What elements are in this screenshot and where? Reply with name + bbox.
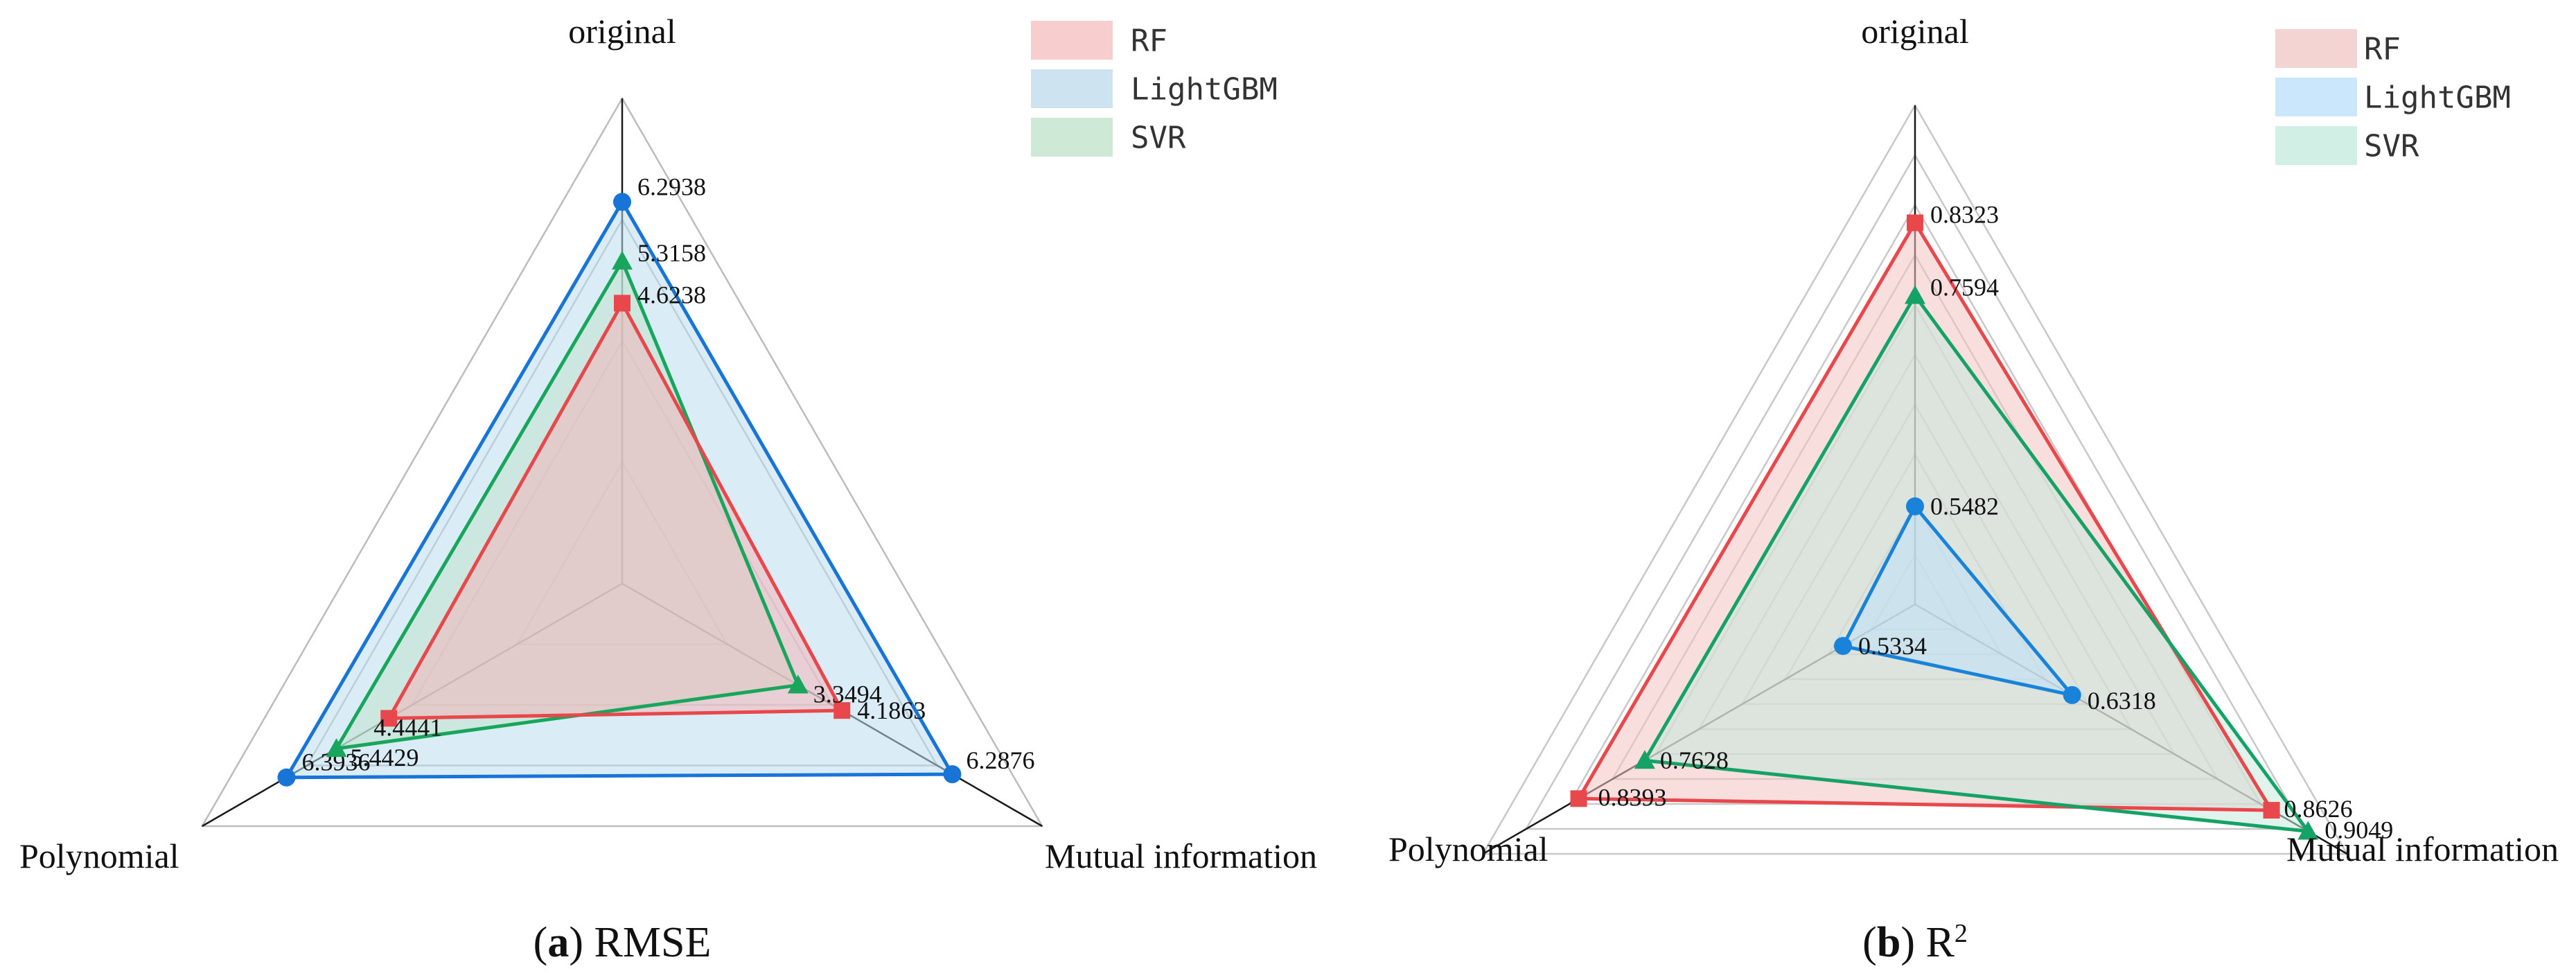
point-lightgbm-mutual-information xyxy=(2063,685,2081,704)
caption-letter: a xyxy=(547,919,569,966)
panel-b-r2: 0.8323 0.8626 0.8393 0.5482 0.6318 0.5334 0.75… xyxy=(1388,12,2559,966)
data-label-lightgbm-polynomial: 0.5334 xyxy=(1858,632,1927,660)
data-label-lightgbm-mutual-information: 6.2876 xyxy=(966,746,1034,774)
series-line-svr xyxy=(1643,293,2310,834)
data-label-svr-mutual-information: 0.9049 xyxy=(2324,816,2393,844)
point-svr-polynomial xyxy=(326,738,347,758)
legend-swatch-rf xyxy=(2275,29,2357,68)
grid-ring xyxy=(200,96,1044,828)
panel-caption: (b) R2 xyxy=(1862,919,1968,966)
caption-superscript: 2 xyxy=(1955,919,1968,948)
point-lightgbm-mutual-information xyxy=(943,765,962,784)
data-label-rf-original: 4.6238 xyxy=(637,281,706,308)
series-area-rf xyxy=(389,303,843,719)
data-label-svr-mutual-information: 3.3494 xyxy=(813,681,882,708)
axis-label-original: original xyxy=(1861,12,1969,51)
grid-ring xyxy=(1481,103,2349,855)
point-svr-mutual-information xyxy=(2297,821,2319,840)
data-label-rf-mutual-information: 0.8626 xyxy=(2284,795,2353,823)
point-rf-mutual-information xyxy=(2263,802,2280,819)
caption-letter: b xyxy=(1877,919,1900,966)
data-label-rf-polynomial: 4.4441 xyxy=(373,713,442,741)
panel-caption: (a) RMSE xyxy=(533,919,712,966)
series-line-lightgbm xyxy=(285,200,954,780)
data-label-rf-polynomial: 0.8393 xyxy=(1598,783,1667,811)
point-svr-original xyxy=(1905,285,1925,304)
series-line-lightgbm xyxy=(1841,505,2074,697)
axis-label-polynomial: Polynomial xyxy=(19,837,179,875)
legend-label-rf: RF xyxy=(2364,32,2401,67)
point-lightgbm-original xyxy=(613,193,631,211)
point-lightgbm-original xyxy=(1906,497,1924,516)
data-label-svr-polynomial: 0.7628 xyxy=(1660,746,1729,774)
point-rf-original xyxy=(614,295,630,312)
axis-label-original: original xyxy=(568,12,676,51)
point-rf-polynomial xyxy=(380,710,398,727)
series-area-lightgbm xyxy=(1842,506,2072,695)
legend-swatch-lightgbm xyxy=(2275,78,2357,116)
data-label-lightgbm-mutual-information: 0.6318 xyxy=(2088,687,2156,715)
data-label-rf-mutual-information: 4.1863 xyxy=(857,697,926,724)
legend-swatch-svr xyxy=(2275,126,2357,165)
legend-swatch-svr xyxy=(1031,118,1113,157)
legend-swatch-rf xyxy=(1031,21,1113,60)
data-label-svr-polynomial: 5.4429 xyxy=(351,744,419,771)
series-line-rf xyxy=(1577,220,2274,812)
point-lightgbm-polynomial xyxy=(277,768,296,787)
series-line-rf xyxy=(387,301,844,720)
axis-label-mutual-information: Mutual information xyxy=(2286,830,2559,868)
point-svr-polynomial xyxy=(1634,750,1655,769)
data-label-lightgbm-original: 6.2938 xyxy=(637,173,706,200)
data-label-svr-original: 0.7594 xyxy=(1930,273,1999,301)
series-area-svr xyxy=(1644,295,2309,832)
data-label-lightgbm-original: 0.5482 xyxy=(1930,493,1999,520)
legend-swatch-lightgbm xyxy=(1031,69,1113,108)
data-label-rf-original: 0.8323 xyxy=(1930,200,1999,228)
point-rf-polynomial xyxy=(1570,790,1587,807)
point-rf-mutual-information xyxy=(833,702,851,719)
panel-a-rmse: 4.62384.18634.44416.29386.28766.39365.31… xyxy=(19,12,1317,966)
legend-label-svr: SVR xyxy=(1131,121,1186,156)
data-label-svr-original: 5.3158 xyxy=(637,239,706,267)
point-rf-original xyxy=(1907,214,1923,231)
point-lightgbm-polynomial xyxy=(1833,637,1852,656)
legend-label-rf: RF xyxy=(1131,24,1167,59)
axis-label-polynomial: Polynomial xyxy=(1388,830,1549,868)
legend-label-lightgbm: LightGBM xyxy=(1131,72,1278,107)
grid-ring xyxy=(1524,153,2306,830)
legend-label-lightgbm: LightGBM xyxy=(2364,80,2511,116)
point-svr-original xyxy=(612,250,633,270)
legend-label-svr: SVR xyxy=(2364,129,2419,164)
axis-label-mutual-information: Mutual information xyxy=(1045,837,1317,875)
point-svr-mutual-information xyxy=(787,674,809,694)
